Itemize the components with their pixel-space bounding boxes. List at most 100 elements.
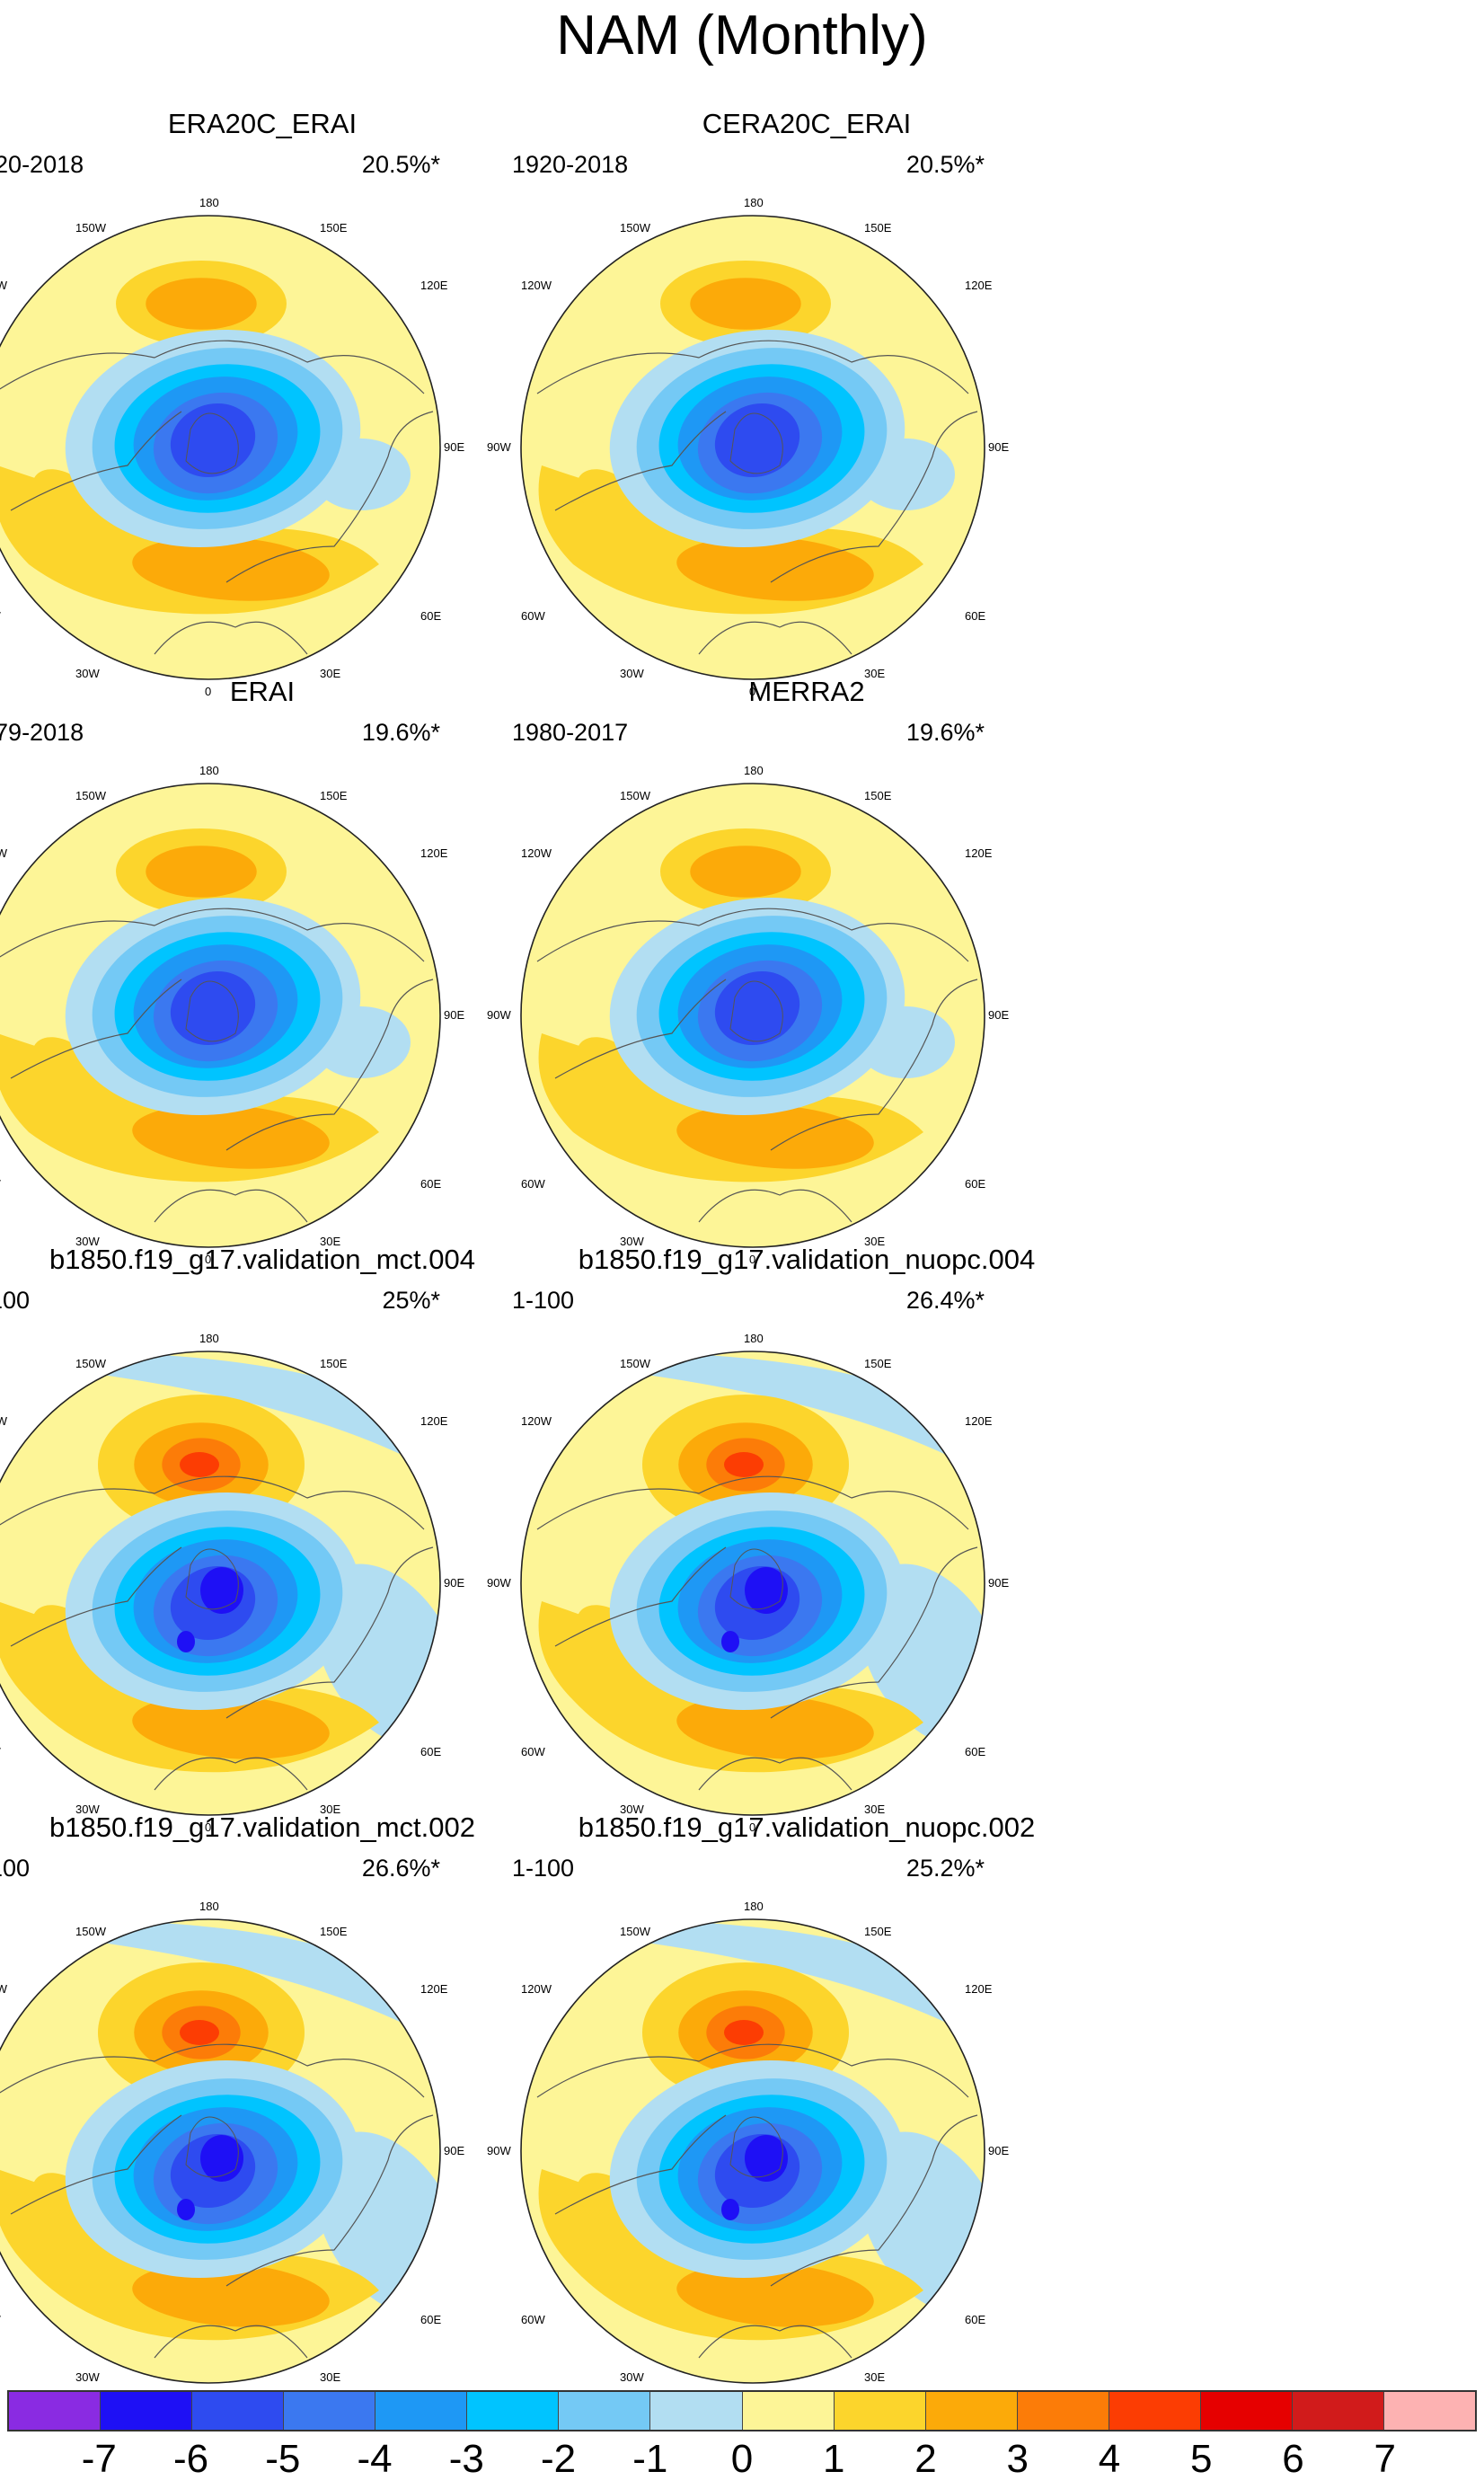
lon-label-e150: 150E xyxy=(864,1925,892,1938)
panel-period: 1920-2018 xyxy=(512,151,629,178)
lon-label-w60: 60W xyxy=(521,1745,545,1758)
panel-title: b1850.f19_g17.validation_nuopc.002 xyxy=(578,1811,1036,1843)
polar-map xyxy=(0,215,441,680)
map-panel: b1850.f19_g17.validation_nuopc.004 1-100 2… xyxy=(487,1242,1121,1834)
panel-explained-variance: 19.6%* xyxy=(361,719,440,746)
lon-label-e120: 120E xyxy=(965,279,993,292)
colorbar xyxy=(7,2390,1477,2431)
panel-explained-variance: 26.4%* xyxy=(905,1287,985,1314)
polar-map xyxy=(520,783,985,1248)
panel-explained-variance: 25.2%* xyxy=(905,1855,985,1882)
panel-title: ERAI xyxy=(229,676,296,707)
lon-label-w90: 90W xyxy=(487,1008,511,1022)
lon-label-w120: 120W xyxy=(0,1414,7,1428)
colorbar-swatch xyxy=(742,2392,835,2430)
lon-label-e30: 30E xyxy=(320,667,341,680)
colorbar-tick-label: -3 xyxy=(448,2437,484,2481)
lon-label-w60: 60W xyxy=(521,609,545,623)
colorbar-swatch xyxy=(9,2392,102,2430)
colorbar-swatch xyxy=(1017,2392,1109,2430)
lon-label-e90: 90E xyxy=(988,1576,1010,1590)
lon-label-w150: 150W xyxy=(620,1357,650,1370)
colorbar-tick-label: -7 xyxy=(81,2437,117,2481)
lon-label-w60: 60W xyxy=(521,1177,545,1191)
lon-label-w60: 60W xyxy=(0,1177,1,1191)
lon-label-w120: 120W xyxy=(521,279,552,292)
lon-label-w120: 120W xyxy=(521,846,552,860)
lon-label-e120: 120E xyxy=(420,279,448,292)
colorbar-swatch xyxy=(1383,2392,1475,2430)
lon-label-w120: 120W xyxy=(0,279,7,292)
lon-label-e120: 120E xyxy=(965,846,993,860)
lon-label-e30: 30E xyxy=(864,2370,886,2384)
lon-label-w150: 150W xyxy=(75,221,106,235)
lon-label-e60: 60E xyxy=(965,609,986,623)
lon-label-e150: 150E xyxy=(320,221,348,235)
lon-label-e120: 120E xyxy=(965,1982,993,1996)
colorbar-tick-label: 7 xyxy=(1374,2437,1396,2481)
panel-explained-variance: 20.5%* xyxy=(905,151,985,178)
lon-label-w60: 60W xyxy=(0,609,1,624)
colorbar-swatch xyxy=(834,2392,926,2430)
panel-period: 1-100 xyxy=(512,1855,575,1882)
lon-label-w30: 30W xyxy=(620,667,644,680)
lon-label-e90: 90E xyxy=(988,1008,1010,1022)
lon-label-s0: 0 xyxy=(749,1253,756,1266)
panel-period: 1-100 xyxy=(0,1287,31,1314)
colorbar-tick-label: 0 xyxy=(730,2437,754,2481)
lon-label-e120: 120E xyxy=(420,846,448,860)
lon-label-w30: 30W xyxy=(620,2370,644,2384)
lon-label-w120: 120W xyxy=(521,1982,552,1996)
polar-map xyxy=(0,783,441,1248)
colorbar-swatch xyxy=(925,2392,1018,2430)
colorbar-tick-label: -2 xyxy=(540,2437,577,2481)
lon-label-w90: 90W xyxy=(487,2144,511,2157)
panel-explained-variance: 25%* xyxy=(382,1287,440,1314)
lon-label-e60: 60E xyxy=(420,1177,442,1191)
colorbar-swatch xyxy=(101,2392,193,2430)
lon-label-e90: 90E xyxy=(444,440,465,454)
colorbar-tick-label: 1 xyxy=(823,2437,845,2481)
panel-period: 1-100 xyxy=(512,1287,575,1314)
polar-map xyxy=(520,215,985,680)
lon-label-e60: 60E xyxy=(420,609,442,623)
lon-label-w30: 30W xyxy=(620,1803,644,1816)
panel-period: 1980-2017 xyxy=(512,719,629,746)
lon-label-w150: 150W xyxy=(75,1357,106,1370)
lon-label-w30: 30W xyxy=(75,1803,100,1816)
lon-label-w120: 120W xyxy=(0,1982,7,1996)
lon-label-e30: 30E xyxy=(864,1235,886,1248)
lon-label-s0: 0 xyxy=(205,1820,212,1834)
panel-period: 1979-2018 xyxy=(0,719,84,746)
figure-title: NAM (Monthly) xyxy=(556,4,928,66)
polar-map xyxy=(520,1351,985,1816)
lon-label-e150: 150E xyxy=(864,1357,892,1370)
panel-title: MERRA2 xyxy=(748,676,865,707)
lon-label-e60: 60E xyxy=(420,2313,442,2326)
lon-label-e150: 150E xyxy=(320,1925,348,1938)
lon-label-n180: 180 xyxy=(744,196,764,209)
colorbar-swatch xyxy=(650,2392,743,2430)
panel-title: CERA20C_ERAI xyxy=(702,108,912,139)
colorbar-tick-label: 3 xyxy=(1006,2437,1029,2481)
lon-label-w30: 30W xyxy=(75,1235,100,1248)
lon-label-e30: 30E xyxy=(864,1803,886,1816)
colorbar-swatch xyxy=(1109,2392,1201,2430)
map-panel: ERAI 1979-2018 19.6%* 180 150W 150E 120W 120E 90… xyxy=(0,674,577,1266)
panel-title: b1850.f19_g17.validation_mct.004 xyxy=(49,1244,475,1275)
lon-label-w150: 150W xyxy=(620,1925,650,1938)
lon-label-e90: 90E xyxy=(444,1008,465,1022)
lon-label-e60: 60E xyxy=(965,2313,986,2326)
panel-title: ERA20C_ERAI xyxy=(167,108,358,139)
panel-title: b1850.f19_g17.validation_mct.002 xyxy=(49,1811,475,1843)
colorbar-tick-label: 5 xyxy=(1190,2437,1213,2481)
colorbar-tick-label: -4 xyxy=(357,2437,393,2481)
map-panel: ERA20C_ERAI 1920-2018 20.5%* 180 150W 150E 120… xyxy=(0,106,577,698)
lon-label-w30: 30W xyxy=(75,667,100,680)
lon-label-n180: 180 xyxy=(199,1332,219,1345)
polar-map xyxy=(520,1918,985,2384)
lon-label-w30: 30W xyxy=(75,2370,100,2384)
colorbar-swatch xyxy=(559,2392,651,2430)
colorbar-swatch xyxy=(1292,2392,1384,2430)
lon-label-w150: 150W xyxy=(620,221,650,235)
